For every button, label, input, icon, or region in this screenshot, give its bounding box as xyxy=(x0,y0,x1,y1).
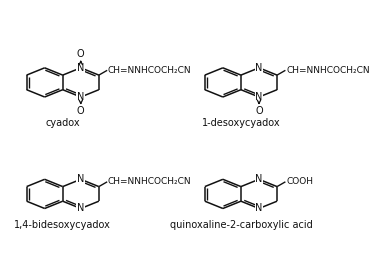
Text: 1,4-bidesoxycyadox: 1,4-bidesoxycyadox xyxy=(14,220,111,230)
Text: COOH: COOH xyxy=(286,177,313,186)
Text: N: N xyxy=(77,63,84,73)
Text: N: N xyxy=(255,204,263,214)
Text: O: O xyxy=(255,105,263,115)
Text: N: N xyxy=(77,204,84,214)
Text: quinoxaline-2-carboxylic acid: quinoxaline-2-carboxylic acid xyxy=(170,220,312,230)
Text: N: N xyxy=(77,174,84,184)
Text: CH=NNHCOCH₂CN: CH=NNHCOCH₂CN xyxy=(286,66,370,75)
Text: N: N xyxy=(255,63,263,73)
Text: N: N xyxy=(255,174,263,184)
Text: cyadox: cyadox xyxy=(45,118,80,128)
Text: 1-desoxycyadox: 1-desoxycyadox xyxy=(201,118,280,128)
Text: O: O xyxy=(77,49,85,59)
Text: N: N xyxy=(77,92,84,102)
Text: N: N xyxy=(255,92,263,102)
Text: CH=NNHCOCH₂CN: CH=NNHCOCH₂CN xyxy=(108,66,192,75)
Text: O: O xyxy=(77,105,85,115)
Text: CH=NNHCOCH₂CN: CH=NNHCOCH₂CN xyxy=(108,177,192,186)
